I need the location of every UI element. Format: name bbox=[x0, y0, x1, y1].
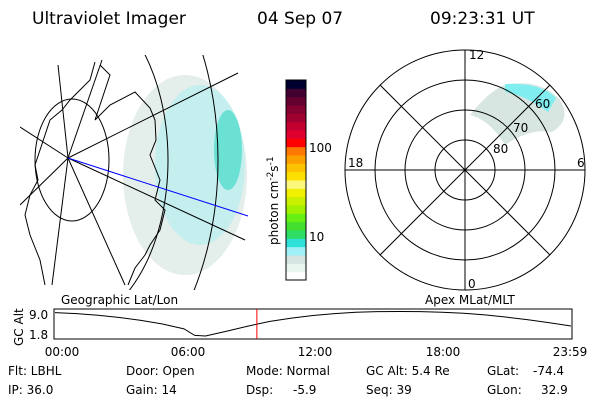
mlt-label-18: 18 bbox=[348, 156, 363, 170]
altitude-line bbox=[54, 310, 572, 337]
colorbar-swatch bbox=[286, 88, 306, 98]
lat-label-60: 60 bbox=[535, 97, 550, 111]
colorbar-swatch bbox=[286, 263, 306, 273]
altitude-chart: GC Alt 9.0 1.8 00:00 06:00 12:00 18:00 2… bbox=[12, 308, 587, 359]
gc-alt-status: GC Alt: 5.4 Re bbox=[366, 364, 450, 378]
colorbar-swatch bbox=[286, 205, 306, 214]
colorbar-swatch bbox=[286, 196, 306, 206]
polar-map: 12 18 6 0 80 70 60 bbox=[344, 48, 586, 291]
colorbar-swatch bbox=[286, 221, 306, 231]
colorbar-swatch bbox=[286, 188, 306, 198]
y-tick-9.0: 9.0 bbox=[29, 308, 48, 322]
ip-status: IP: 36.0 bbox=[8, 383, 53, 397]
colorbar-swatch bbox=[286, 146, 306, 156]
mlt-label-12: 12 bbox=[469, 48, 484, 62]
time-label: 09:23:31 UT bbox=[430, 9, 535, 29]
colorbar-swatch bbox=[286, 155, 306, 164]
filter-status: Flt: LBHL bbox=[8, 364, 62, 378]
colorbar-swatch bbox=[286, 105, 306, 114]
colorbar-tick-100: 100 bbox=[309, 141, 332, 155]
polar-map-label: Apex MLat/MLT bbox=[425, 293, 515, 307]
x-tick-2359: 23:59 bbox=[553, 345, 588, 359]
lat-label-80: 80 bbox=[493, 142, 508, 156]
y-tick-1.8: 1.8 bbox=[29, 328, 48, 342]
chart-frame bbox=[53, 308, 573, 340]
instrument-title: Ultraviolet Imager bbox=[32, 9, 186, 29]
colorbar-swatch bbox=[286, 138, 306, 148]
glat-label: GLat: bbox=[487, 364, 519, 378]
mlt-label-0: 0 bbox=[468, 277, 476, 291]
colorbar-swatch bbox=[286, 113, 306, 123]
colorbar-swatch bbox=[286, 171, 306, 181]
geo-map-label: Geographic Lat/Lon bbox=[61, 293, 178, 307]
colorbar-swatch bbox=[286, 96, 306, 106]
door-status: Door: Open bbox=[126, 364, 195, 378]
x-tick-1800: 18:00 bbox=[426, 345, 461, 359]
glon-value: 32.9 bbox=[541, 383, 568, 397]
lat-label-70: 70 bbox=[513, 121, 528, 135]
colorbar-swatch bbox=[286, 180, 306, 189]
colorbar-swatch bbox=[286, 238, 306, 248]
date-label: 04 Sep 07 bbox=[257, 9, 343, 29]
polar-aurora-bright bbox=[505, 83, 556, 112]
geographic-map bbox=[20, 55, 249, 290]
colorbar-swatch bbox=[286, 80, 306, 89]
colorbar-swatch bbox=[286, 271, 306, 281]
glat-value: -74.4 bbox=[533, 364, 564, 378]
dsp-value: -5.9 bbox=[293, 383, 316, 397]
gain-status: Gain: 14 bbox=[126, 383, 177, 397]
colorbar-swatch bbox=[286, 230, 306, 239]
mlt-label-6: 6 bbox=[577, 156, 585, 170]
satellite-track bbox=[67, 157, 249, 217]
x-tick-0600: 06:00 bbox=[171, 345, 206, 359]
colorbar-swatch bbox=[286, 130, 306, 139]
graticule bbox=[20, 55, 246, 290]
x-tick-1200: 12:00 bbox=[298, 345, 333, 359]
colorbar-tick-10: 10 bbox=[309, 230, 324, 244]
seq-status: Seq: 39 bbox=[366, 383, 412, 397]
glon-label: GLon: bbox=[487, 383, 522, 397]
coastline bbox=[24, 61, 166, 286]
colorbar-swatch bbox=[286, 246, 306, 256]
colorbar-swatch bbox=[286, 213, 306, 223]
status-panel: Flt: LBHL IP: 36.0 Door: Open Gain: 14 M… bbox=[8, 364, 568, 397]
colorbar bbox=[286, 80, 306, 281]
colorbar-swatch bbox=[286, 163, 306, 173]
dsp-label: Dsp: bbox=[246, 383, 273, 397]
x-tick-0000: 00:00 bbox=[45, 345, 80, 359]
mode-status: Mode: Normal bbox=[246, 364, 330, 378]
y-axis-label: GC Alt bbox=[12, 308, 26, 346]
colorbar-unit-label: photon cm-2s-1 bbox=[266, 156, 281, 245]
colorbar-swatch bbox=[286, 255, 306, 264]
colorbar-frame bbox=[285, 79, 307, 281]
colorbar-swatch bbox=[286, 121, 306, 131]
aurora-oval bbox=[214, 110, 242, 190]
